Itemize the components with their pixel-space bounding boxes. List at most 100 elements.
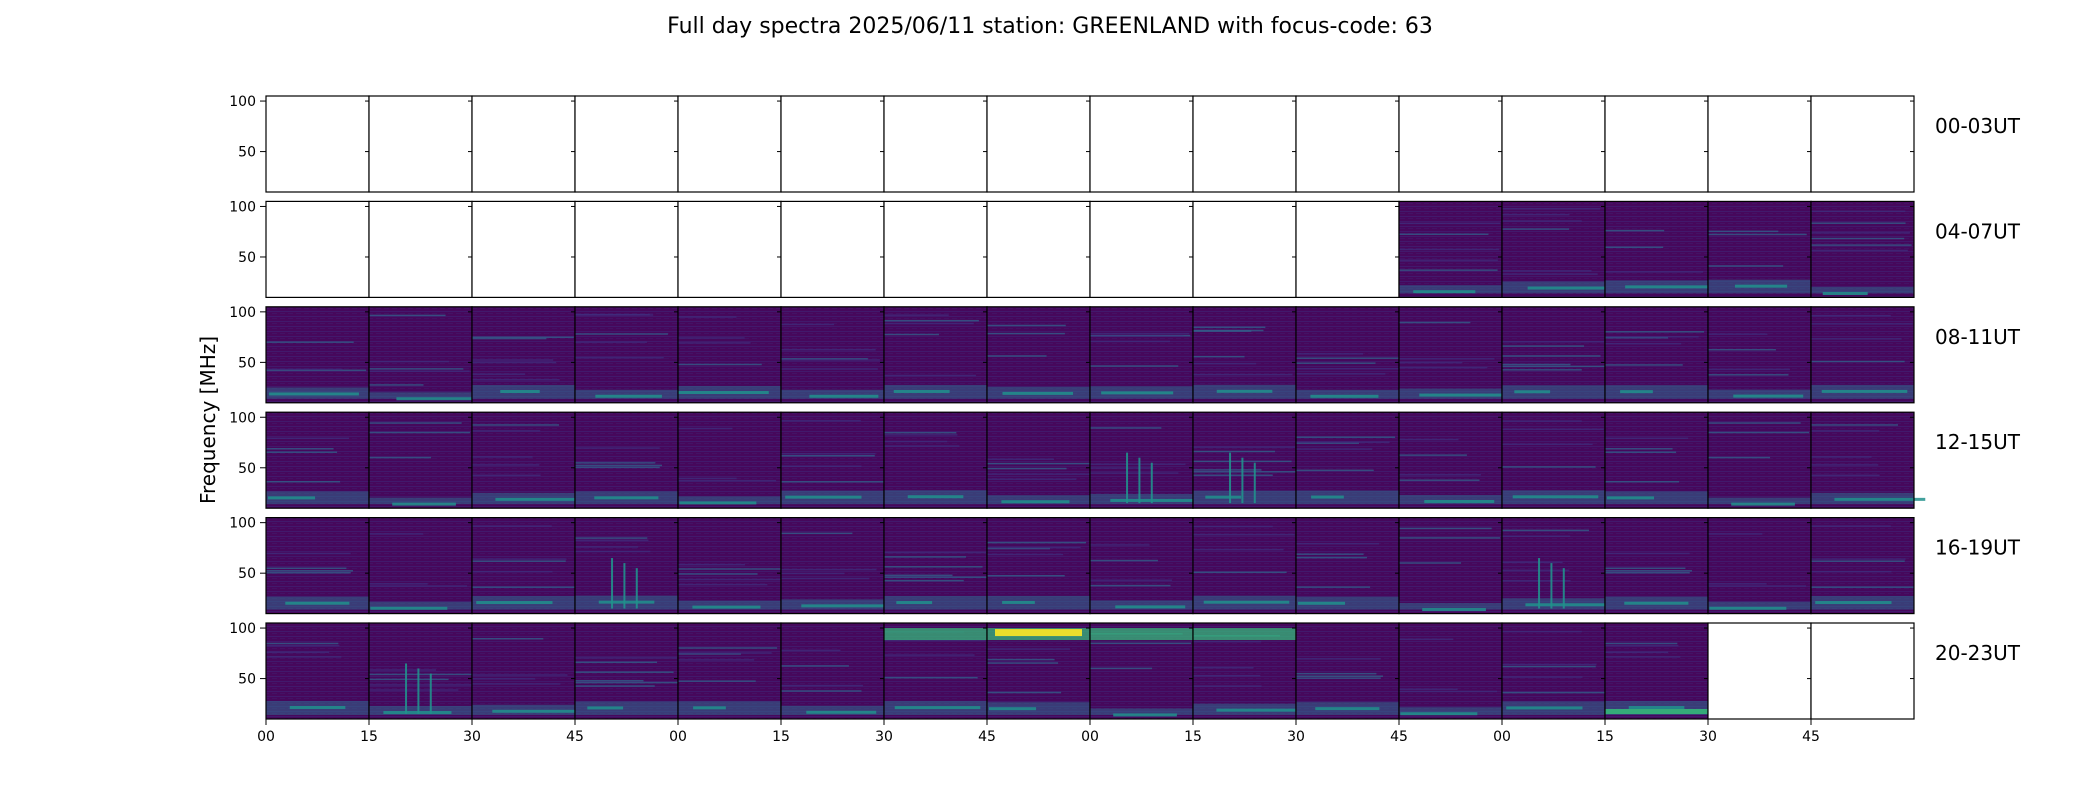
rfi-line [884, 314, 949, 316]
spectrum-panel [1604, 200, 1709, 298]
spectra-row: 50 100 00-03UT [229, 94, 2021, 193]
rfi-line [781, 359, 880, 361]
rfi-line [575, 537, 648, 539]
rfi-line [987, 691, 1062, 694]
rfi-line [1193, 533, 1295, 536]
rfi-line [1811, 586, 1914, 588]
spectrum-panel [1604, 516, 1709, 615]
spectrum-panel [677, 411, 782, 509]
rfi-line [1399, 358, 1495, 360]
rfi-line [1708, 456, 1771, 459]
rfi-line [1502, 665, 1596, 668]
rfi-line [1399, 269, 1498, 271]
burst-feature [1229, 452, 1232, 504]
low-band-peak [1315, 707, 1380, 711]
rfi-line [1193, 571, 1287, 574]
spectrum-panel [574, 411, 679, 509]
spectrum-panel [1707, 200, 1812, 298]
rfi-line [472, 570, 553, 573]
empty-background [472, 96, 575, 192]
low-band [575, 701, 678, 715]
low-band-peak [1002, 391, 1074, 395]
low-band-peak [678, 391, 769, 395]
rfi-line [1502, 529, 1590, 532]
spectrum-panel [1398, 411, 1503, 509]
rfi-line [1399, 366, 1488, 369]
low-band-peak [1733, 394, 1804, 398]
rfi-line [1502, 208, 1601, 210]
rfi-line [987, 355, 1047, 357]
rfi-line [266, 572, 351, 574]
rfi-line [1399, 233, 1489, 235]
rfi-line [1090, 427, 1162, 429]
spectrum-background [1708, 412, 1811, 509]
rfi-line [678, 573, 758, 575]
low-band-peak [679, 501, 757, 505]
rfi-line [1502, 213, 1570, 216]
spectrum-background [1296, 306, 1399, 403]
rfi-line [884, 333, 939, 336]
rfi-line [987, 546, 1081, 549]
row-label: 20-23UT [1935, 641, 2021, 665]
rfi-line [1399, 321, 1471, 324]
rfi-line [369, 314, 446, 317]
rfi-line [1296, 441, 1390, 443]
rfi-line [678, 568, 781, 570]
empty-background [678, 96, 781, 192]
rfi-line [1605, 342, 1682, 345]
spectrum-background [1502, 201, 1605, 298]
spectra-row: 50 100 12-15UT [229, 410, 2021, 509]
empty-background [1811, 96, 1914, 192]
spectrum-panel [265, 622, 370, 720]
rfi-line [1193, 362, 1257, 365]
rfi-line [472, 674, 568, 676]
spectrum-panel [1192, 306, 1297, 404]
rfi-line [1399, 248, 1500, 251]
rfi-line [678, 479, 777, 482]
rfi-line [1708, 348, 1776, 351]
spectrum-panel [1707, 306, 1812, 404]
rfi-line [1399, 222, 1501, 225]
low-band-peak [595, 394, 662, 398]
row-label: 08-11UT [1935, 325, 2021, 349]
low-band-peak [692, 605, 761, 609]
rfi-line [781, 684, 863, 687]
rfi-line [1296, 373, 1386, 375]
empty-background [1193, 201, 1296, 298]
rfi-line [781, 577, 870, 580]
rfi-line [472, 474, 541, 477]
burst-feature [1150, 462, 1153, 504]
rfi-line [1605, 552, 1690, 555]
rfi-line [1811, 244, 1912, 246]
empty-background [369, 201, 472, 298]
rfi-line [266, 368, 343, 371]
spectrum-background [1811, 412, 1914, 509]
spectrum-panel [1295, 622, 1400, 720]
panel-frame [1810, 622, 1915, 720]
y-tick-label: 50 [238, 145, 256, 161]
rfi-line [884, 576, 987, 578]
rfi-line [1090, 335, 1184, 337]
rfi-line [1193, 640, 1262, 643]
spectra-row: 50 100 04-07UT [229, 199, 2021, 298]
rfi-line [987, 324, 1066, 327]
rfi-line [1090, 463, 1186, 465]
rfi-line [884, 445, 960, 447]
rfi-line [1811, 314, 1891, 317]
spectrum-background [1090, 412, 1193, 509]
strong-emission [884, 628, 987, 641]
empty-panel [368, 200, 473, 298]
rfi-line [1296, 442, 1360, 444]
spectrum-panel [986, 306, 1091, 404]
low-band-peak [1310, 394, 1379, 398]
spectrum-panel [1810, 411, 1926, 509]
rfi-line [678, 578, 781, 581]
rfi-line [1502, 369, 1582, 371]
rfi-line [266, 341, 354, 343]
low-band [1399, 603, 1502, 610]
spectrum-panel [471, 411, 587, 509]
rfi-line [987, 467, 1067, 470]
rfi-line [1811, 560, 1905, 562]
rfi-line [1399, 259, 1498, 261]
